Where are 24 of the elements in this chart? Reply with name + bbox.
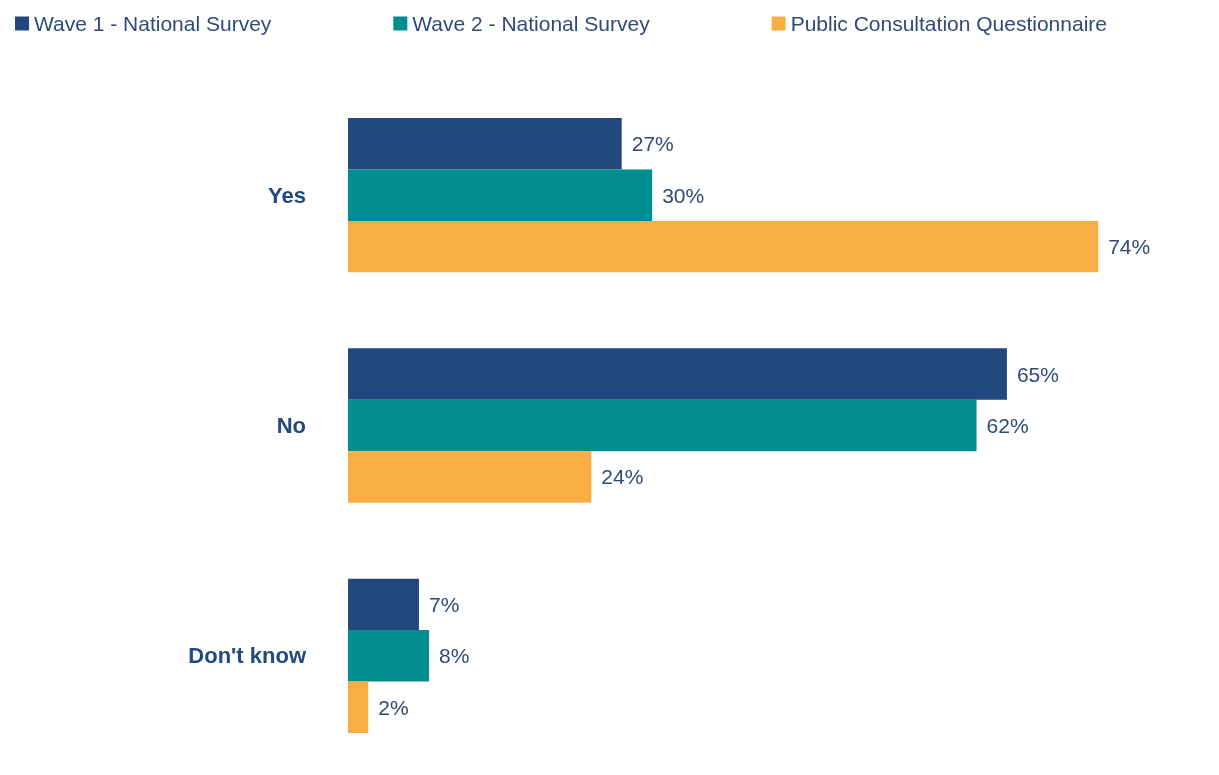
data-label: 27% xyxy=(631,132,674,156)
bar xyxy=(348,399,977,452)
data-label: 30% xyxy=(662,183,705,207)
legend-label: Wave 2 - National Survey xyxy=(412,12,651,35)
y-tick-label: Yes xyxy=(268,182,306,208)
bar xyxy=(348,451,592,503)
data-label: 24% xyxy=(601,465,644,489)
bar xyxy=(348,169,653,221)
data-label: 8% xyxy=(439,644,470,668)
legend-label: Public Consultation Questionnaire xyxy=(790,12,1107,35)
data-label: 7% xyxy=(428,592,460,616)
y-tick-label: No xyxy=(276,413,306,438)
data-label: 2% xyxy=(378,695,409,719)
bar xyxy=(348,630,430,682)
bar xyxy=(348,681,369,733)
bar xyxy=(348,578,419,631)
bar xyxy=(348,348,1007,400)
data-label: 74% xyxy=(1108,235,1151,259)
y-tick-label: Don't know xyxy=(188,643,307,669)
bar xyxy=(348,118,622,170)
bar xyxy=(348,220,1099,273)
data-label: 62% xyxy=(986,414,1029,437)
legend-label: Wave 1 - National Survey xyxy=(34,12,272,35)
data-label: 65% xyxy=(1016,362,1059,386)
